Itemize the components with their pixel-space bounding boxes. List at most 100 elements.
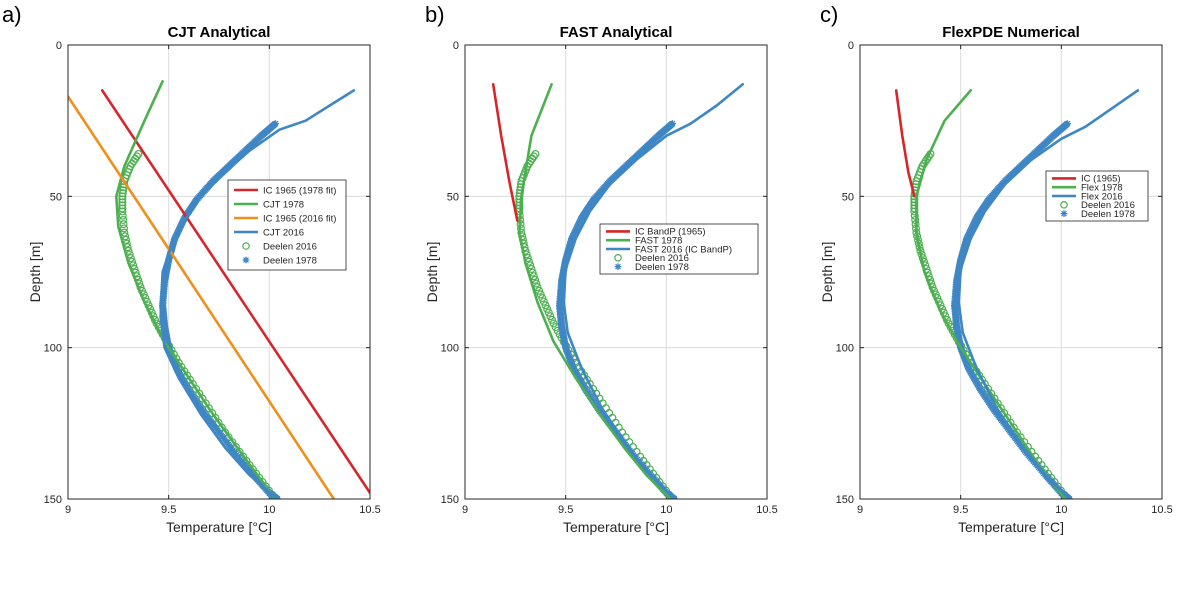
legend-label: FAST 1978 [635, 236, 682, 247]
legend-label: Deelen 2016 [635, 253, 689, 264]
axes-box [67, 44, 371, 500]
data-point [119, 224, 128, 233]
y-axis-label: Depth [m] [819, 242, 835, 303]
x-axis-label: Temperature [°C] [958, 519, 1064, 535]
data-point [515, 201, 524, 210]
legend-label: CJT 2016 [263, 227, 304, 238]
legend-swatch [614, 263, 622, 270]
legend-label: Deelen 1978 [1081, 209, 1135, 220]
x-tick-label: 9 [462, 504, 468, 516]
x-tick-label: 10.5 [1151, 504, 1172, 516]
data-point [515, 195, 524, 204]
panel-label: a) [2, 2, 22, 27]
x-tick-label: 9 [857, 504, 863, 516]
series-line-ic-1965-2016-fit [68, 95, 336, 499]
y-tick-label: 100 [836, 343, 854, 355]
legend-swatch [242, 242, 250, 250]
axes-box [464, 44, 768, 500]
data-layer [894, 89, 1140, 499]
legend-label: Deelen 1978 [263, 255, 317, 266]
series-line-fast-1978 [518, 83, 672, 499]
data-point [547, 315, 556, 324]
x-tick-label: 10.5 [756, 504, 777, 516]
series-line-ic-1965-1978-fit [100, 89, 370, 495]
data-point [538, 294, 547, 303]
legend-label: Deelen 2016 [1081, 200, 1135, 211]
data-point [118, 192, 127, 201]
series-markers-deelen-1978 [556, 120, 678, 499]
y-axis-label: Depth [m] [27, 242, 43, 303]
data-point [910, 198, 919, 207]
series-line-ic-bandp-1965 [491, 83, 519, 222]
y-tick-label: 50 [447, 191, 459, 203]
panel-3: c) FlexPDE Numerical 9 9.5 10 10.5 0 50 100 150 Te… [819, 2, 1173, 535]
data-point [515, 192, 524, 201]
data-point [118, 201, 127, 210]
data-point [535, 286, 544, 295]
legend-label: IC 1965 (1978 fit) [263, 185, 336, 196]
x-tick-label: 9.5 [558, 504, 573, 516]
x-tick-label: 10 [1055, 504, 1067, 516]
panel-2: b) FAST Analytical 9 9.5 10 10.5 0 50 100 150 Temp… [424, 2, 778, 535]
data-point [910, 201, 919, 210]
legend-swatch [614, 253, 622, 262]
legend-swatch [242, 256, 250, 264]
panel-1: a) CJT Analytical 9 9.5 10 10.5 0 50 100 150 Tempe… [2, 2, 381, 535]
x-tick-label: 10 [263, 504, 275, 516]
chart-title: CJT Analytical [168, 24, 271, 41]
x-tick-label: 9.5 [161, 504, 176, 516]
series-line-cjt-1978 [115, 80, 277, 499]
data-layer [68, 80, 370, 499]
data-point [118, 207, 127, 216]
x-axis-label: Temperature [°C] [563, 519, 669, 535]
legend-label: IC 1965 (2016 fit) [263, 213, 336, 224]
y-tick-label: 0 [848, 40, 854, 52]
legend-label: Flex 2016 [1081, 191, 1123, 202]
data-point [910, 207, 919, 216]
data-point [541, 301, 550, 310]
y-tick-label: 50 [50, 191, 62, 203]
y-tick-label: 0 [453, 40, 459, 52]
legend-label: Flex 1978 [1081, 183, 1123, 194]
chart-title: FlexPDE Numerical [942, 24, 1080, 41]
y-tick-label: 150 [441, 494, 459, 506]
legend-box [227, 179, 347, 271]
chart-title: FAST Analytical [560, 24, 673, 41]
legend-swatch [1060, 201, 1068, 209]
x-axis-label: Temperature [°C] [166, 519, 272, 535]
series-line-flex-1978 [915, 89, 1067, 499]
data-point [118, 198, 127, 207]
series-line-fast-2016-ic-bandp [562, 83, 745, 499]
legend: IC 1965 (1978 fit) CJT 1978 IC 1965 (2016 … [227, 179, 347, 271]
panel-label: c) [820, 2, 838, 27]
data-layer [491, 83, 745, 499]
series-line-cjt-2016 [159, 89, 356, 499]
data-point [119, 186, 128, 195]
data-point [910, 211, 919, 220]
y-tick-label: 150 [44, 494, 62, 506]
legend-label: CJT 1978 [263, 199, 304, 210]
series-line-flex-2016 [957, 89, 1140, 499]
data-point [518, 232, 527, 241]
y-tick-label: 150 [836, 494, 854, 506]
x-tick-label: 10 [660, 504, 672, 516]
x-tick-label: 9 [65, 504, 71, 516]
y-tick-label: 100 [441, 343, 459, 355]
series-line-ic-1965 [894, 89, 916, 198]
x-tick-label: 9.5 [953, 504, 968, 516]
data-point [515, 198, 524, 207]
x-tick-label: 10.5 [359, 504, 380, 516]
data-point [119, 215, 128, 224]
data-point [119, 220, 128, 229]
data-point [539, 297, 548, 306]
data-point [536, 290, 545, 299]
data-point [118, 211, 127, 220]
data-point [118, 195, 127, 204]
y-tick-label: 0 [56, 40, 62, 52]
legend-swatch [1060, 210, 1068, 217]
y-tick-label: 50 [842, 191, 854, 203]
legend-label: FAST 2016 (IC BandP) [635, 244, 732, 255]
